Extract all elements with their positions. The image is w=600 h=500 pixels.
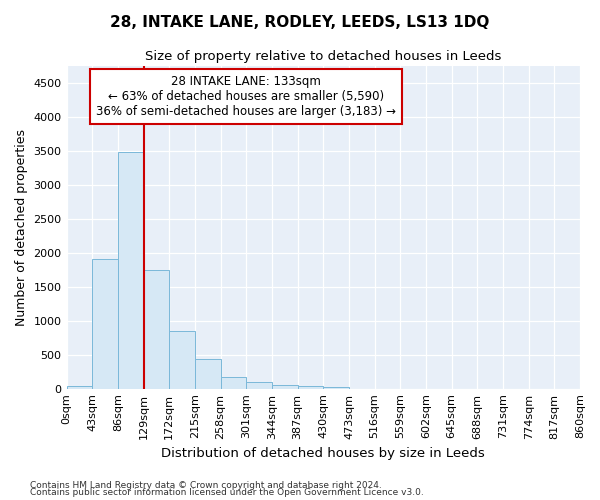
- Text: 28, INTAKE LANE, RODLEY, LEEDS, LS13 1DQ: 28, INTAKE LANE, RODLEY, LEEDS, LS13 1DQ: [110, 15, 490, 30]
- Bar: [118, 152, 143, 388]
- Bar: [143, 270, 169, 388]
- Bar: [323, 387, 349, 388]
- Text: Contains public sector information licensed under the Open Government Licence v3: Contains public sector information licen…: [30, 488, 424, 497]
- Text: Contains HM Land Registry data © Crown copyright and database right 2024.: Contains HM Land Registry data © Crown c…: [30, 480, 382, 490]
- Bar: [246, 382, 272, 388]
- Y-axis label: Number of detached properties: Number of detached properties: [15, 128, 28, 326]
- Bar: [92, 260, 118, 388]
- Bar: [67, 386, 92, 388]
- Title: Size of property relative to detached houses in Leeds: Size of property relative to detached ho…: [145, 50, 502, 63]
- Bar: [221, 377, 246, 388]
- Bar: [298, 386, 323, 388]
- Bar: [195, 358, 221, 388]
- Text: 28 INTAKE LANE: 133sqm
← 63% of detached houses are smaller (5,590)
36% of semi-: 28 INTAKE LANE: 133sqm ← 63% of detached…: [96, 75, 396, 118]
- X-axis label: Distribution of detached houses by size in Leeds: Distribution of detached houses by size …: [161, 447, 485, 460]
- Bar: [272, 384, 298, 388]
- Bar: [169, 331, 195, 388]
